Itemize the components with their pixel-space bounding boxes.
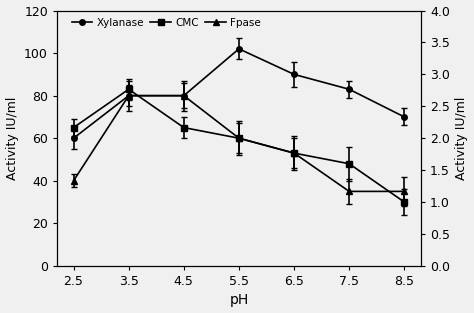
Y-axis label: Activity IU/ml: Activity IU/ml: [456, 96, 468, 180]
Y-axis label: Activity IU/ml: Activity IU/ml: [6, 96, 18, 180]
X-axis label: pH: pH: [229, 294, 248, 307]
Legend: Xylanase, CMC, Fpase: Xylanase, CMC, Fpase: [70, 16, 263, 30]
